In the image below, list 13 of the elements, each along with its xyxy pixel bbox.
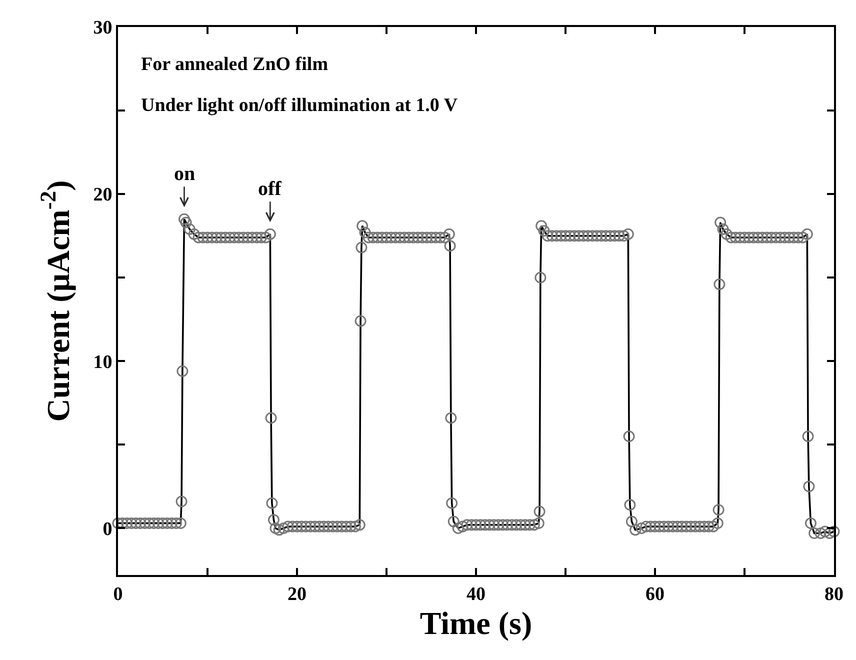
y-tick-label: 10 — [93, 352, 112, 373]
x-tick-label: 40 — [466, 584, 486, 605]
x-tick-label: 80 — [824, 584, 844, 605]
y-tick-label: 20 — [93, 184, 112, 206]
y-tick-label: 30 — [93, 18, 112, 39]
annotation: on — [174, 163, 196, 185]
x-tick-label: 60 — [646, 584, 664, 605]
annotation: Under light on/off illumination at 1.0 V — [141, 95, 458, 116]
x-axis-title: Time (s) — [420, 605, 532, 642]
x-tick-label: 20 — [288, 584, 306, 605]
annotation: off — [258, 178, 282, 200]
y-tick-label: 0 — [102, 518, 112, 540]
annotation: For annealed ZnO film — [141, 54, 328, 75]
